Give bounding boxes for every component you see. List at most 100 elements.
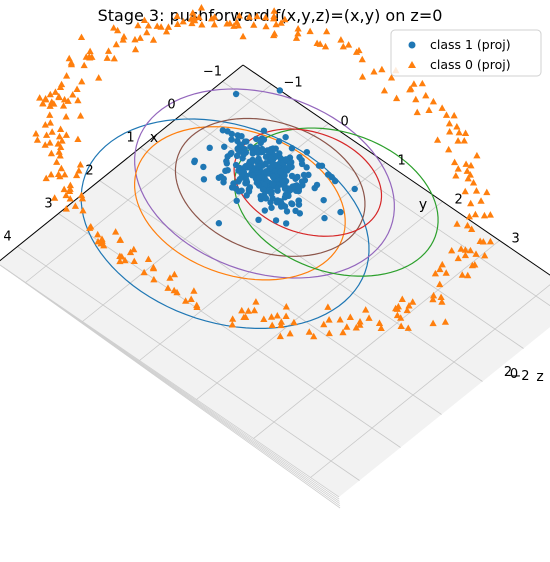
point-class-1 — [311, 184, 318, 192]
legend-marker — [408, 61, 416, 68]
point-class-0 — [403, 306, 411, 314]
point-class-0 — [461, 251, 470, 259]
point-class-0 — [157, 23, 165, 30]
decision-circles — [80, 88, 439, 329]
point-class-0 — [94, 230, 102, 238]
point-class-0 — [48, 128, 56, 135]
point-class-0 — [422, 91, 430, 99]
point-class-0 — [57, 164, 65, 172]
point-class-0 — [189, 9, 197, 16]
point-class-0 — [323, 27, 331, 35]
point-class-0 — [66, 195, 74, 202]
point-class-0 — [170, 286, 178, 294]
point-class-0 — [179, 17, 187, 25]
point-class-0 — [455, 128, 463, 136]
y-axis-label: y — [419, 197, 427, 213]
point-class-0 — [436, 280, 444, 288]
point-class-0 — [305, 328, 313, 335]
point-class-0 — [464, 271, 472, 279]
point-class-0 — [339, 328, 347, 336]
point-class-0 — [173, 12, 181, 19]
point-class-0 — [62, 72, 71, 79]
point-class-1 — [292, 207, 299, 215]
x-axis-line — [0, 64, 244, 262]
point-class-1 — [200, 176, 208, 183]
point-class-0 — [277, 318, 285, 325]
point-class-0 — [446, 128, 454, 135]
point-class-0 — [345, 41, 353, 48]
point-class-0 — [268, 321, 276, 329]
point-class-0 — [42, 131, 51, 138]
point-class-0 — [32, 129, 40, 137]
point-class-0 — [325, 329, 333, 337]
point-class-0 — [375, 319, 384, 326]
point-class-1 — [351, 185, 358, 193]
point-class-1 — [269, 195, 276, 202]
grid-line-x — [99, 180, 442, 415]
point-class-0 — [267, 313, 276, 320]
point-class-1 — [221, 143, 228, 150]
circle-mark — [174, 117, 366, 257]
z-tick-label: 0 — [510, 367, 518, 382]
point-class-0 — [468, 225, 476, 232]
point-class-1 — [262, 168, 270, 175]
point-class-1 — [288, 172, 296, 180]
point-class-1 — [283, 208, 291, 215]
grid-line-y — [310, 284, 550, 478]
point-class-0 — [73, 171, 81, 179]
point-class-0 — [149, 36, 158, 43]
point-class-1 — [261, 207, 269, 214]
point-class-0 — [77, 33, 86, 41]
point-class-0 — [358, 55, 366, 63]
point-class-1 — [219, 127, 227, 134]
point-class-1 — [243, 179, 251, 186]
point-class-0 — [39, 99, 47, 107]
x-tick-label: −1 — [203, 65, 222, 80]
point-class-0 — [56, 152, 64, 159]
point-class-0 — [193, 301, 201, 309]
point-class-0 — [134, 21, 142, 29]
point-class-0 — [292, 34, 301, 41]
point-class-0 — [290, 318, 298, 326]
point-class-0 — [464, 174, 472, 182]
point-class-0 — [466, 246, 475, 254]
x-tick-label: 0 — [167, 98, 175, 113]
point-class-0 — [234, 21, 242, 29]
point-class-0 — [370, 68, 378, 75]
point-class-1 — [228, 136, 235, 143]
legend-box — [390, 29, 542, 77]
point-class-1 — [233, 152, 241, 160]
point-class-0 — [480, 211, 489, 219]
y-tick-label: 3 — [512, 232, 520, 247]
point-class-0 — [119, 36, 127, 43]
point-class-0 — [252, 298, 260, 305]
point-class-0 — [46, 139, 54, 146]
point-class-0 — [324, 303, 332, 310]
plot-pane — [0, 65, 550, 509]
point-class-0 — [41, 141, 49, 148]
point-class-0 — [393, 311, 402, 319]
point-class-0 — [425, 106, 433, 114]
point-class-1 — [320, 196, 327, 204]
x-tick-label: 4 — [3, 230, 11, 245]
point-class-0 — [410, 80, 418, 87]
y-tick-label: 2 — [455, 193, 463, 208]
point-class-0 — [343, 323, 351, 330]
point-class-0 — [433, 136, 442, 143]
point-class-1 — [249, 172, 256, 179]
point-class-0 — [294, 29, 302, 37]
point-class-0 — [79, 206, 87, 214]
point-class-0 — [277, 321, 285, 329]
point-class-0 — [486, 211, 494, 218]
point-class-0 — [442, 111, 451, 118]
y-tick-label: −1 — [284, 76, 303, 91]
point-class-0 — [477, 197, 485, 204]
point-class-0 — [54, 170, 63, 178]
point-class-0 — [188, 19, 196, 27]
point-class-0 — [76, 161, 85, 168]
point-class-0 — [469, 178, 478, 186]
point-class-0 — [276, 332, 284, 340]
point-class-1 — [234, 132, 241, 139]
point-class-0 — [429, 97, 438, 105]
point-class-0 — [95, 74, 103, 81]
